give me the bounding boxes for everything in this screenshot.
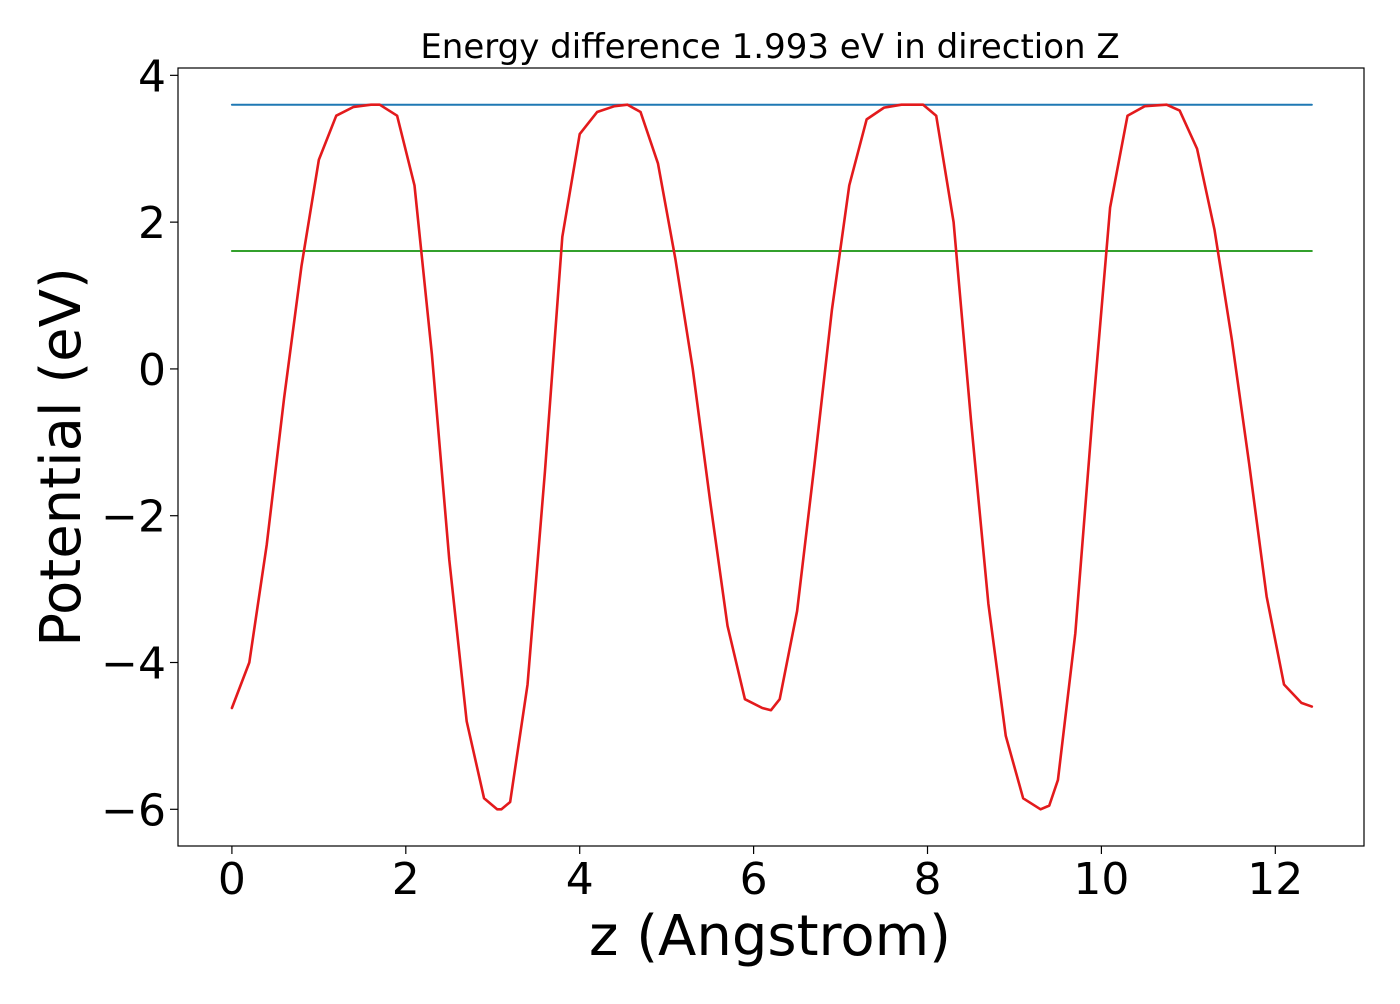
y-tick-label: −2	[101, 492, 166, 543]
y-tick-label: −4	[101, 639, 166, 690]
series-line-potential	[230, 103, 1314, 811]
y-tick-label: −6	[101, 785, 166, 836]
y-tick-label: 0	[138, 345, 166, 396]
y-tick-label: 4	[138, 51, 166, 102]
x-tick-label: 12	[1247, 854, 1303, 905]
x-axis: 0 2 4 6 8 10 12	[218, 846, 1303, 905]
x-axis-label: z (Angstrom)	[589, 904, 951, 969]
y-axis: −6 −4 −2 0 2 4	[101, 51, 178, 836]
x-tick-label: 4	[566, 854, 594, 905]
x-tick-label: 8	[914, 854, 942, 905]
x-tick-label: 10	[1073, 854, 1129, 905]
plot-area-frame	[177, 67, 1365, 847]
y-axis-label: Potential (eV)	[29, 267, 94, 647]
series-layer	[230, 103, 1314, 811]
y-tick-label: 2	[138, 198, 166, 249]
chart-title: Energy difference 1.993 eV in direction …	[420, 27, 1119, 67]
x-tick-label: 6	[740, 854, 768, 905]
x-tick-label: 0	[218, 854, 246, 905]
x-tick-label: 2	[392, 854, 420, 905]
